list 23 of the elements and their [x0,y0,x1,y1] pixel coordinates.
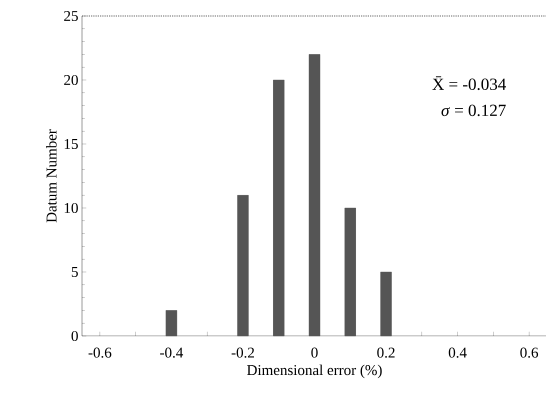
x-tick-label: -0.2 [232,348,254,358]
bar [166,310,178,336]
y-tick-label: 5 [72,267,78,277]
x-tick-label: 0.4 [448,348,467,358]
x-tick-label: -0.4 [160,348,184,358]
y-tick-label: 0 [72,330,78,342]
annotation: X̄ = -0.034 [432,76,506,90]
x-axis-title: Dimensional error (%) [247,364,382,378]
bar [308,54,320,336]
annotation: σ = 0.127 [442,104,506,116]
y-tick-label: 10 [64,202,78,214]
y-tick-label: 15 [64,138,78,150]
bar [273,80,284,336]
x-tick-label: 0.2 [377,348,395,358]
y-tick-label: 25 [64,10,78,22]
bar [344,208,356,336]
bar [380,272,392,336]
x-tick-label: 0 [311,348,318,358]
x-tick-label: 0.6 [520,348,538,358]
bar [237,194,249,336]
y-axis-title: Datum Number [46,129,57,222]
y-tick-label: 20 [64,74,78,86]
x-tick-label: -0.6 [88,348,112,358]
